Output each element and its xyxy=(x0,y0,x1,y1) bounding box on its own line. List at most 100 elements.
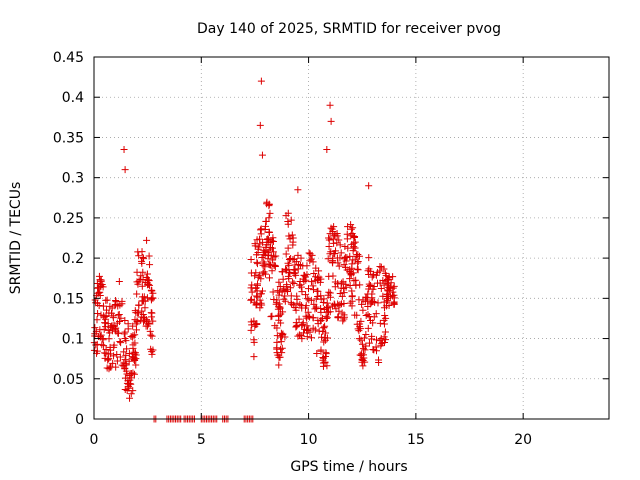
data-point xyxy=(314,320,322,328)
data-point xyxy=(131,307,139,315)
data-point xyxy=(365,312,373,320)
data-point xyxy=(285,255,293,263)
data-point xyxy=(336,241,344,249)
data-point xyxy=(351,256,359,264)
data-point xyxy=(253,236,261,244)
data-point xyxy=(295,331,303,339)
data-point xyxy=(111,302,119,310)
data-point xyxy=(133,317,141,325)
x-axis-label: GPS time / hours xyxy=(290,459,407,475)
data-point xyxy=(346,252,354,260)
data-point xyxy=(101,354,109,362)
data-point xyxy=(109,312,117,320)
data-point xyxy=(389,288,397,296)
data-point xyxy=(303,295,311,303)
y-tick-label: 0.4 xyxy=(62,90,84,106)
data-point xyxy=(131,357,139,365)
data-point xyxy=(146,327,154,335)
data-point xyxy=(335,307,343,315)
data-point xyxy=(252,284,260,292)
data-point xyxy=(390,300,398,308)
data-point xyxy=(331,301,339,309)
data-point xyxy=(310,270,318,278)
data-point xyxy=(147,295,155,303)
data-point xyxy=(123,387,131,395)
data-point xyxy=(265,214,273,222)
data-point xyxy=(253,258,261,266)
data-point xyxy=(133,268,141,276)
data-point xyxy=(375,356,383,364)
data-point xyxy=(382,272,390,280)
data-point xyxy=(348,293,356,301)
data-point xyxy=(143,316,151,324)
data-point xyxy=(351,311,359,319)
data-point xyxy=(294,186,302,194)
data-point xyxy=(287,292,295,300)
data-point xyxy=(117,339,125,347)
data-point xyxy=(334,313,342,321)
data-point xyxy=(289,278,297,286)
data-point xyxy=(376,319,384,327)
data-point xyxy=(276,303,284,311)
data-point xyxy=(281,292,289,300)
data-point xyxy=(261,260,269,268)
data-point xyxy=(145,319,153,327)
data-point xyxy=(263,241,271,249)
data-point xyxy=(102,313,110,321)
data-point xyxy=(108,322,116,330)
y-tick-label: 0.2 xyxy=(62,251,84,267)
data-point xyxy=(263,198,271,206)
data-point xyxy=(317,347,325,355)
data-point xyxy=(96,288,104,296)
data-point xyxy=(323,314,331,322)
data-point xyxy=(146,261,154,269)
data-point xyxy=(123,345,131,353)
data-point xyxy=(141,304,149,312)
data-point xyxy=(113,319,121,327)
data-point xyxy=(319,328,327,336)
data-point xyxy=(309,258,317,266)
data-point xyxy=(139,254,147,262)
data-point xyxy=(313,349,321,357)
data-point xyxy=(372,310,380,318)
data-point xyxy=(346,275,354,283)
data-point xyxy=(112,301,120,309)
data-point xyxy=(132,326,140,334)
data-point xyxy=(280,295,288,303)
data-point xyxy=(299,320,307,328)
data-point xyxy=(124,325,132,333)
data-point xyxy=(331,250,339,258)
data-point xyxy=(144,320,152,328)
data-point xyxy=(320,306,328,314)
data-point xyxy=(121,166,129,174)
data-point xyxy=(371,298,379,306)
data-point xyxy=(359,296,367,304)
data-point xyxy=(127,390,135,398)
data-point xyxy=(251,272,259,280)
data-point xyxy=(306,313,314,321)
data-point xyxy=(135,301,143,309)
data-point xyxy=(259,261,267,269)
data-point xyxy=(138,307,146,315)
data-point xyxy=(335,262,343,270)
data-point xyxy=(99,336,107,344)
data-point xyxy=(341,243,349,251)
data-point xyxy=(365,182,373,190)
data-point xyxy=(344,244,352,252)
data-point xyxy=(278,344,286,352)
data-point xyxy=(382,314,390,322)
data-point xyxy=(364,311,372,319)
data-point xyxy=(291,266,299,274)
data-point xyxy=(270,296,278,304)
data-point xyxy=(105,335,113,343)
data-point xyxy=(334,280,342,288)
data-point xyxy=(290,280,298,288)
data-point xyxy=(115,277,123,285)
data-point xyxy=(275,291,283,299)
data-point xyxy=(99,283,107,291)
data-point xyxy=(275,361,283,369)
y-tick-label: 0 xyxy=(75,412,84,428)
data-point xyxy=(132,351,140,359)
data-point xyxy=(326,293,334,301)
